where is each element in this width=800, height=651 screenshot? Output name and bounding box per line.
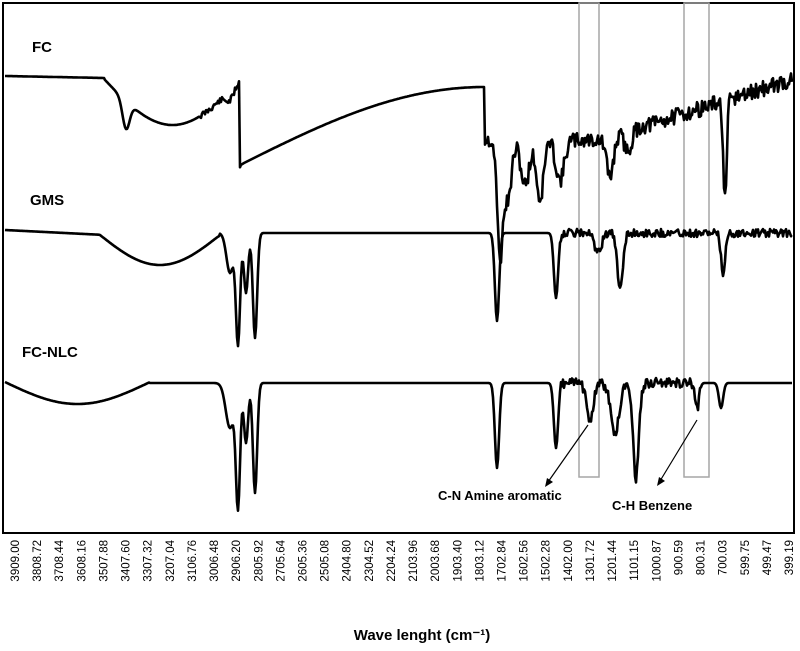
annotation-label-ch: C-H Benzene — [612, 498, 692, 513]
x-tick-label: 3909.00 — [10, 540, 22, 582]
x-tick-label: 1000.87 — [651, 540, 663, 582]
x-tick-label: 499.47 — [762, 540, 774, 575]
x-tick-label: 1702.84 — [497, 539, 509, 581]
x-tick-label: 1402.00 — [563, 540, 575, 582]
x-tick-label: 399.19 — [784, 540, 796, 575]
annotation-arrow-cn — [547, 424, 589, 483]
x-tick-label: 2103.96 — [408, 540, 420, 582]
series-label-fc-nlc: FC-NLC — [22, 344, 78, 361]
x-axis-title: Wave lenght (cm⁻¹) — [354, 627, 491, 644]
x-tick-layer: 3909.00 3808.72 3708.44 3608.16 3507.88 3407.… — [10, 539, 796, 581]
highlight-box-ch — [683, 2, 710, 478]
x-tick-label: 800.31 — [696, 540, 708, 575]
x-tick-label: 3207.04 — [165, 539, 177, 581]
series-layer — [4, 72, 794, 512]
x-tick-label: 1502.28 — [541, 540, 553, 582]
x-tick-label: 3106.76 — [187, 540, 199, 582]
highlight-box-cn — [578, 2, 600, 478]
annotation-arrow-ch — [659, 419, 698, 482]
x-tick-label: 3608.16 — [76, 540, 88, 582]
series-label-gms: GMS — [30, 192, 64, 209]
x-tick-label: 1803.12 — [474, 540, 486, 582]
x-tick-label: 3407.60 — [121, 540, 133, 582]
x-tick-label: 1602.56 — [519, 540, 531, 582]
x-tick-label: 2304.52 — [364, 540, 376, 582]
x-tick-label: 3708.44 — [54, 539, 66, 581]
x-tick-label: 900.59 — [673, 540, 685, 575]
x-tick-label: 2605.36 — [297, 540, 309, 582]
x-tick-label: 3006.48 — [209, 540, 221, 582]
x-tick-label: 1903.40 — [452, 540, 464, 582]
series-line-gms — [4, 227, 793, 348]
annotation-arrowhead-ch — [657, 477, 665, 486]
x-tick-label: 2404.80 — [342, 540, 354, 582]
x-tick-label: 700.03 — [718, 540, 730, 575]
series-line-fc-nlc — [4, 376, 793, 512]
x-tick-label: 2705.64 — [275, 539, 287, 581]
annotation-arrowhead-cn — [545, 478, 553, 487]
x-tick-label: 2805.92 — [253, 540, 265, 582]
x-tick-label: 1101.15 — [629, 540, 641, 581]
x-tick-label: 599.75 — [740, 540, 752, 575]
x-tick-label: 3507.88 — [98, 540, 110, 582]
series-line-fc — [4, 72, 794, 264]
annotation-label-cn: C-N Amine aromatic — [438, 488, 562, 503]
plot-frame — [2, 2, 795, 534]
x-tick-label: 1301.72 — [585, 540, 597, 582]
x-tick-label: 3307.32 — [143, 540, 155, 582]
x-tick-label: 2505.08 — [320, 540, 332, 582]
x-tick-label: 2906.20 — [231, 540, 243, 582]
series-label-fc: FC — [32, 39, 52, 56]
x-tick-label: 2003.68 — [430, 540, 442, 582]
x-tick-label: 2204.24 — [386, 539, 398, 581]
x-tick-label: 1201.44 — [607, 539, 619, 581]
x-tick-label: 3808.72 — [32, 540, 44, 582]
